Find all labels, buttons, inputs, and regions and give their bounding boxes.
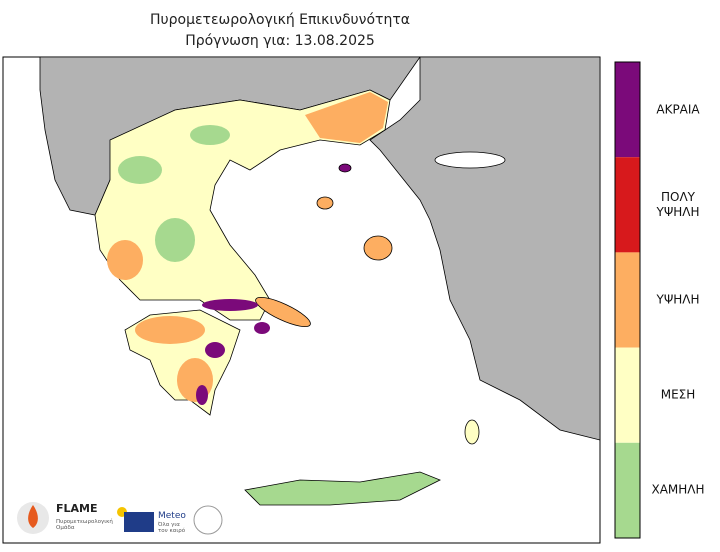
extreme-area xyxy=(196,385,208,405)
extreme-area xyxy=(205,342,225,358)
logo-name: Meteo xyxy=(158,511,186,521)
colorbar-segment xyxy=(615,347,640,443)
marmara xyxy=(434,151,506,169)
extreme-area xyxy=(202,299,258,311)
colorbar-segment xyxy=(615,442,640,538)
legend-label: ΜΕΣΗ xyxy=(660,387,696,402)
limnos xyxy=(316,196,334,210)
logo-icon xyxy=(124,512,154,532)
subtitle: Πρόγνωση για: 13.08.2025 xyxy=(185,33,375,49)
flame-logo: FLAME xyxy=(17,502,98,534)
thrace-high xyxy=(305,92,388,143)
logo-caption: Όλα για τον καιρό xyxy=(158,522,186,534)
legend-label: ΑΚΡΑΙΑ xyxy=(656,102,700,117)
title: Πυρομετεωρολογική Επικινδυνότητα xyxy=(149,12,410,28)
mainland xyxy=(94,89,391,321)
logo-caption: Πυρομετεωρολογική Ομάδα xyxy=(56,519,113,531)
logo-name: FLAME xyxy=(56,502,98,515)
risk-areas xyxy=(107,92,388,405)
rhodes xyxy=(464,419,480,445)
extreme-area xyxy=(254,322,270,334)
colorbar-frame xyxy=(614,61,641,539)
high-area xyxy=(135,316,205,344)
colorbar-segment xyxy=(615,252,640,348)
university-seal xyxy=(193,505,223,535)
evia xyxy=(255,296,311,328)
lesvos xyxy=(363,235,393,261)
low-area xyxy=(118,156,162,184)
meteo-logo: Meteo xyxy=(117,505,223,535)
high-area xyxy=(107,240,143,280)
legend-label: ΧΑΜΗΛΗ xyxy=(651,482,705,497)
legend-label: ΥΨΗΛΗ xyxy=(656,292,700,307)
samothraki xyxy=(338,163,352,173)
low-area xyxy=(155,218,195,262)
logo-icon xyxy=(28,505,38,528)
colorbar-segment xyxy=(615,62,640,158)
legend-label: ΠΟΛΥ ΥΨΗΛΗ xyxy=(656,189,700,219)
colorbar-segment xyxy=(615,157,640,253)
low-area xyxy=(190,125,230,145)
crete xyxy=(244,471,441,506)
